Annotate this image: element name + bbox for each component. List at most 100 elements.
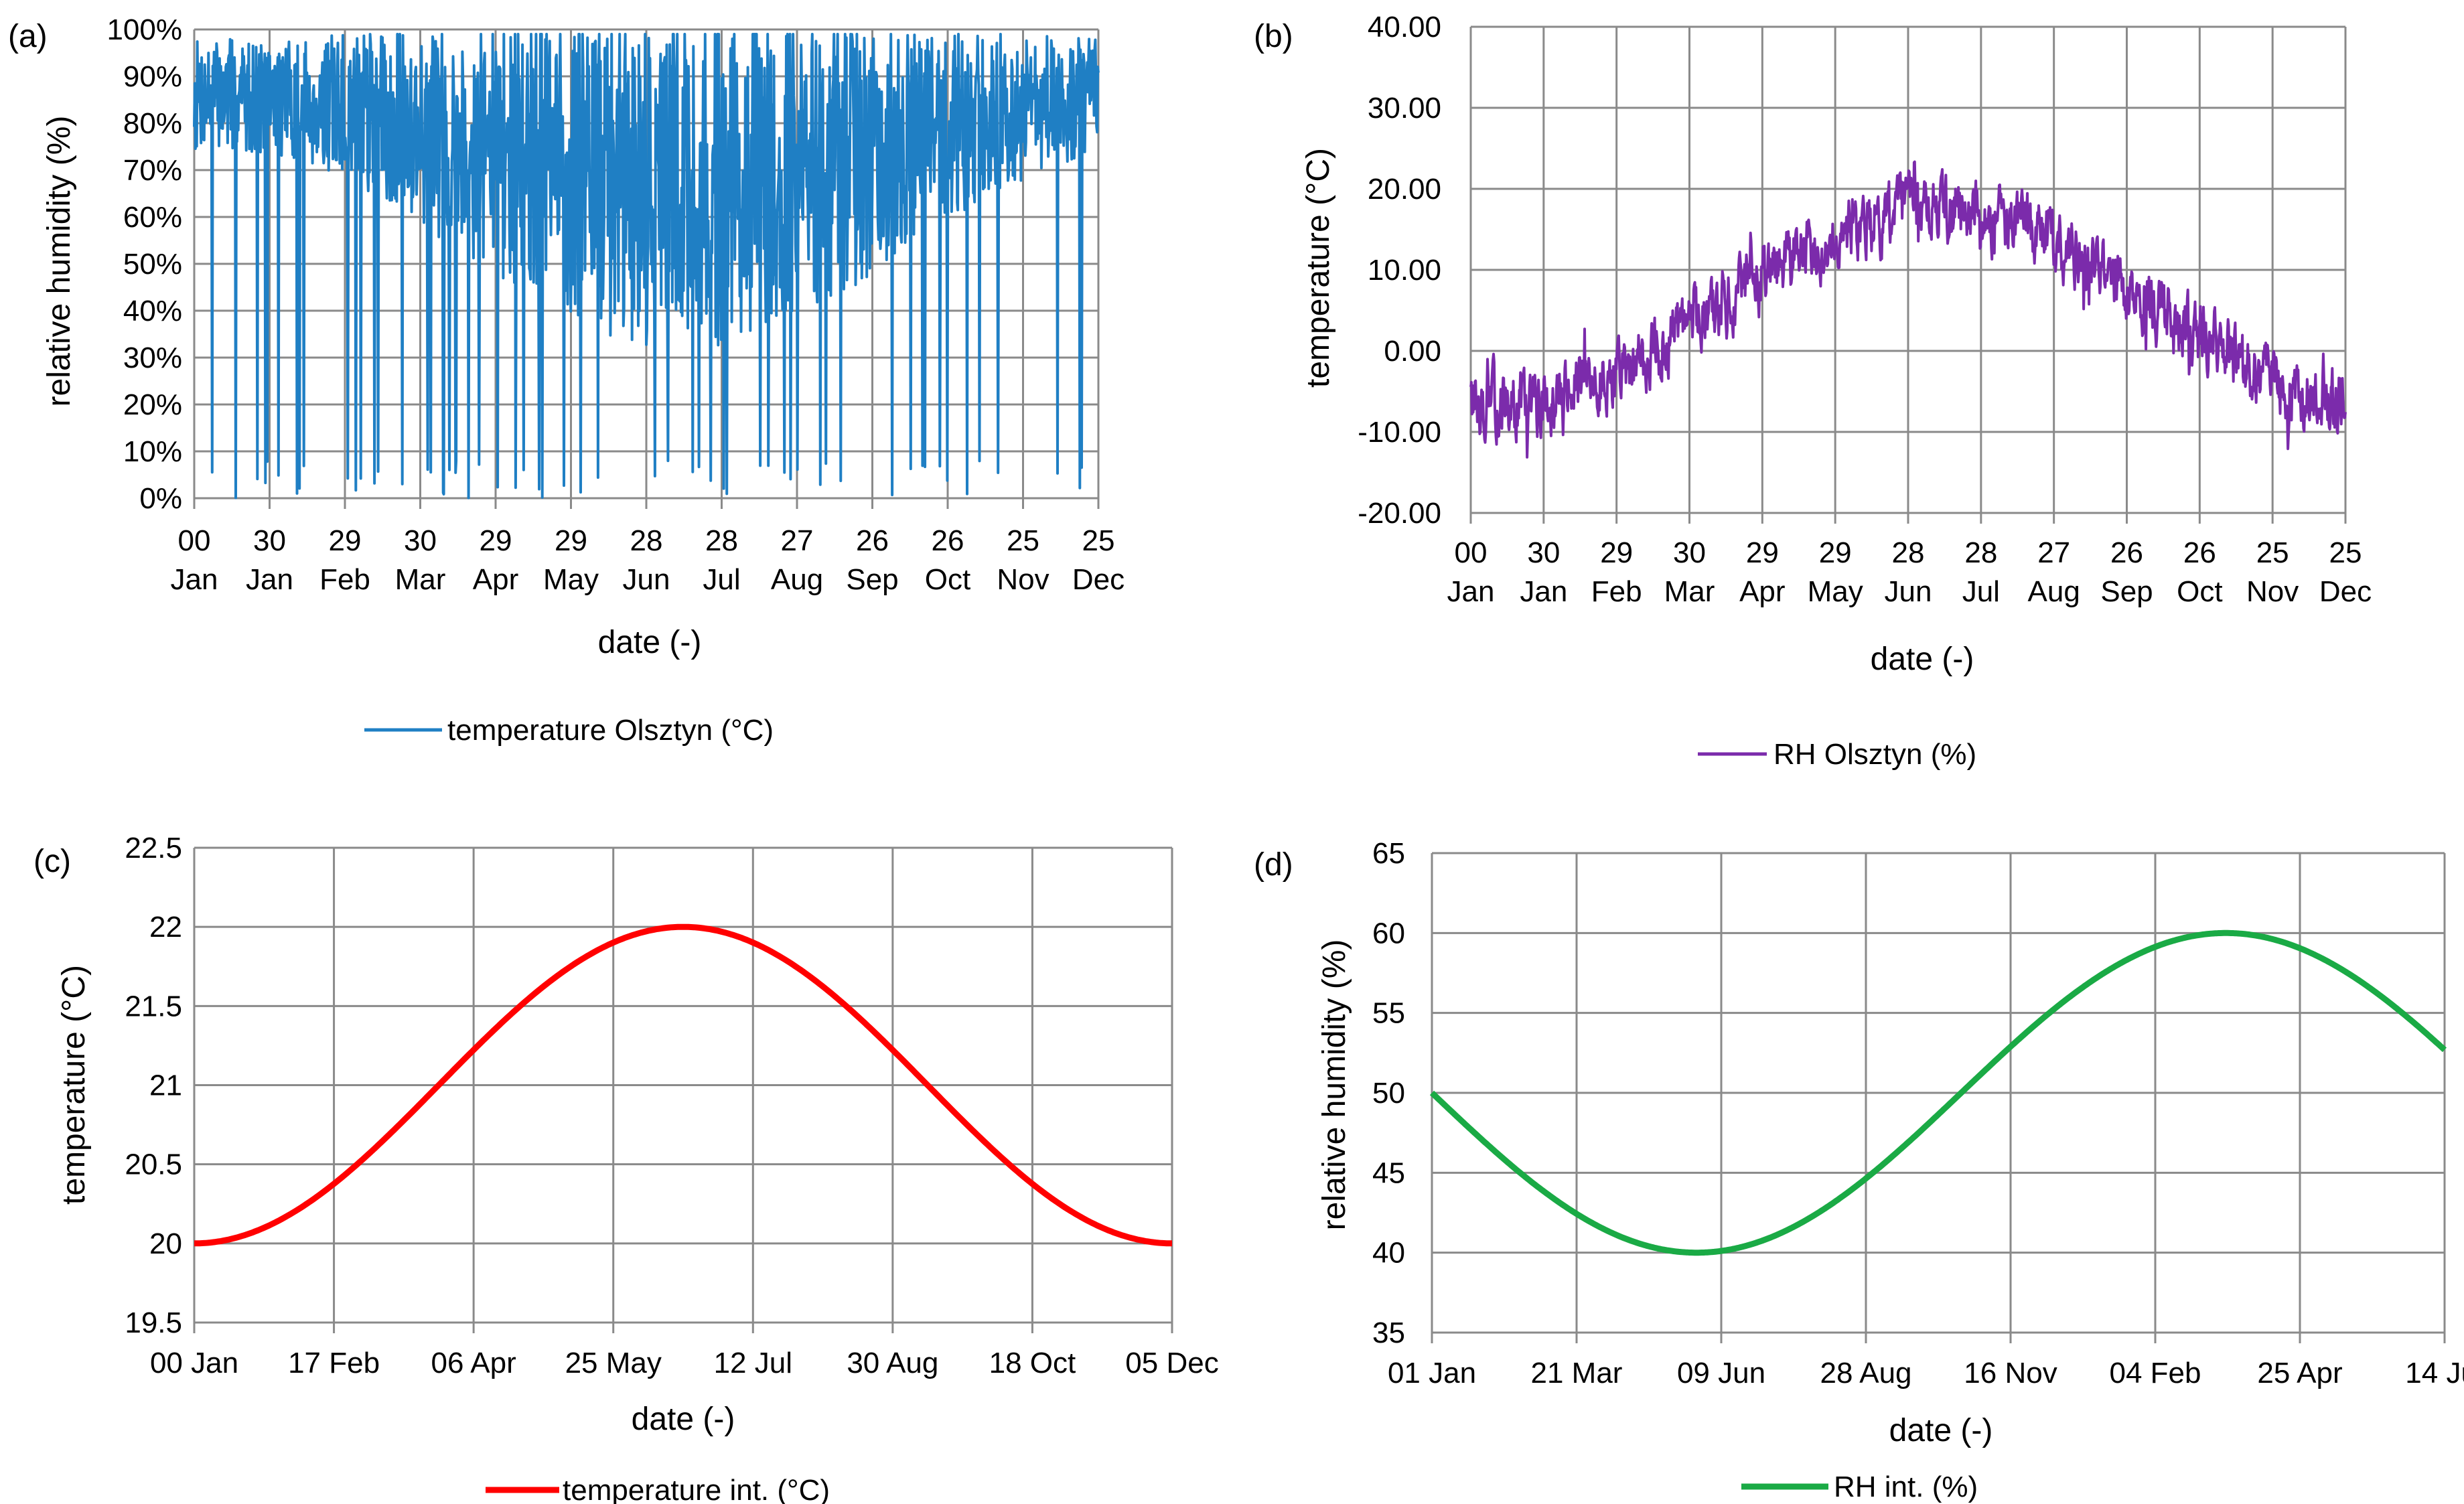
- panel-b-x-tick-label: 28: [1892, 536, 1925, 569]
- panel-a-x-axis-label: date (-): [598, 625, 702, 660]
- panel-b-x-tick-month: Apr: [1739, 575, 1785, 608]
- panel-b-y-tick-label: 30.00: [1368, 92, 1441, 125]
- panel-a-y-tick-label: 20%: [123, 388, 182, 421]
- panel-a-x-tick-label: 26: [856, 524, 889, 557]
- panel-a-y-tick-label: 50%: [123, 248, 182, 281]
- panel-a-x-tick-label: 29: [480, 524, 512, 557]
- panel-a-y-ticks: 0% 10% 20% 30% 40% 50% 60% 70% 80% 90% 100%: [106, 13, 182, 515]
- panel-b-temperature-olsztyn: (b) -20.00 -10.00 0.00 10.00 20.00 30.00 40.00…: [1254, 11, 2372, 771]
- panel-c-y-tick-label: 22: [149, 911, 182, 944]
- panel-c-y-axis-label: temperature (°C): [56, 965, 92, 1205]
- panel-a-x-tick-month: Mar: [395, 563, 446, 596]
- panel-b-legend-label: RH Olsztyn (%): [1773, 738, 1976, 771]
- panel-b-x-tick-month: May: [1808, 575, 1863, 608]
- panel-c-series: [194, 923, 1173, 1247]
- panel-b-x-tick-label: 26: [2183, 536, 2216, 569]
- panel-c-x-ticks: 00 Jan 17 Feb 06 Apr 25 May 12 Jul 30 Aug 18 O…: [150, 1347, 1219, 1379]
- panel-b-y-ticks: -20.00 -10.00 0.00 10.00 20.00 30.00 40.00: [1358, 11, 1441, 530]
- panel-b-y-tick-label: -20.00: [1358, 497, 1441, 530]
- panel-b-x-tick-label: 00: [1455, 536, 1488, 569]
- panel-a-x-ticks: 00 Jan 30 Jan 29 Feb 30 Mar 29 Apr 29 May 28 Jun 28 Jul…: [171, 524, 1125, 596]
- panel-a-x-tick-month: Feb: [319, 563, 370, 596]
- panel-a-x-tick-label: 25: [1082, 524, 1115, 557]
- panel-c-x-tick-label: 05 Dec: [1125, 1347, 1218, 1379]
- panel-a-x-tick-label: 00: [178, 524, 211, 557]
- panel-d-y-ticks: 35 40 45 50 55 60 65: [1372, 837, 1405, 1349]
- panel-b-x-tick-label: 25: [2256, 536, 2289, 569]
- panel-c-y-ticks: 19.5 20 20.5 21 21.5 22 22.5: [125, 832, 182, 1339]
- panel-c-y-tick-label: 21: [149, 1069, 182, 1102]
- panel-a-y-tick-label: 30%: [123, 342, 182, 374]
- panel-a-y-tick-label: 10%: [123, 435, 182, 468]
- panel-a-x-tick-label: 26: [932, 524, 964, 557]
- panel-b-x-tick-month: Oct: [2177, 575, 2222, 608]
- panel-c-x-tick-label: 30 Aug: [847, 1347, 938, 1379]
- panel-b-x-tick-month: Jun: [1885, 575, 1932, 608]
- panel-a-label: (a): [8, 19, 48, 54]
- panel-b-x-tick-label: 30: [1527, 536, 1560, 569]
- panel-b-label: (b): [1254, 19, 1293, 54]
- panel-a-y-axis-label: relative humidity (%): [42, 116, 77, 407]
- panel-d-x-axis-label: date (-): [1889, 1413, 1993, 1448]
- panel-c-y-tick-label: 21.5: [125, 990, 182, 1023]
- panel-a-x-tick-month: Jun: [623, 563, 670, 596]
- panel-d-x-tick-label: 28 Aug: [1820, 1357, 1911, 1389]
- panel-c-x-tick-label: 12 Jul: [714, 1347, 792, 1379]
- panel-c-x-tick-label: 25 May: [565, 1347, 662, 1379]
- panel-b-x-tick-month: Aug: [2028, 575, 2080, 608]
- panel-b-x-tick-month: Sep: [2100, 575, 2153, 608]
- panel-c-legend-label: temperature int. (°C): [563, 1474, 830, 1504]
- panel-b-x-tick-month: Dec: [2319, 575, 2372, 608]
- panel-d-y-tick-label: 65: [1372, 837, 1405, 870]
- panel-b-series-line: [1469, 160, 2347, 459]
- panel-c-x-tick-label: 18 Oct: [989, 1347, 1076, 1379]
- panel-a-x-tick-label: 30: [404, 524, 437, 557]
- panel-d-x-tick-label: 25 Apr: [2257, 1357, 2342, 1389]
- panel-d-grid: [1431, 852, 2446, 1343]
- panel-b-x-tick-month: Mar: [1664, 575, 1715, 608]
- panel-a-x-tick-month: Jul: [703, 563, 740, 596]
- panel-a-y-tick-label: 40%: [123, 295, 182, 327]
- panel-a-series: [193, 33, 1100, 500]
- panel-b-x-tick-month: Feb: [1591, 575, 1642, 608]
- panel-b-y-axis-label: temperature (°C): [1301, 148, 1336, 388]
- panel-b-y-tick-label: 10.00: [1368, 254, 1441, 287]
- panel-b-x-tick-label: 30: [1673, 536, 1706, 569]
- panel-b-x-tick-label: 29: [1819, 536, 1852, 569]
- panel-b-y-tick-label: 0.00: [1384, 335, 1441, 368]
- panel-a-y-tick-label: 80%: [123, 107, 182, 140]
- panel-d-legend-label: RH int. (%): [1834, 1471, 1978, 1503]
- panel-c-grid: [193, 846, 1173, 1333]
- panel-d-y-tick-label: 45: [1372, 1156, 1405, 1189]
- panel-a-x-tick-label: 25: [1007, 524, 1039, 557]
- panel-d-rh-int: (d) 35 40 45 50 55 60 65 01 Jan 21 Mar 09 Jun 28 …: [1254, 837, 2464, 1503]
- panel-b-grid: [1469, 25, 2347, 524]
- panel-c-x-tick-label: 17 Feb: [288, 1347, 380, 1379]
- panel-d-label: (d): [1254, 847, 1293, 883]
- panel-a-x-tick-month: Apr: [473, 563, 518, 596]
- panel-c-y-tick-label: 20.5: [125, 1148, 182, 1181]
- panel-a-y-tick-label: 90%: [123, 60, 182, 93]
- panel-a-x-tick-month: Jan: [171, 563, 218, 596]
- panel-c-x-tick-label: 06 Apr: [431, 1347, 516, 1379]
- panel-a-x-tick-label: 30: [253, 524, 286, 557]
- panel-b-x-tick-label: 29: [1600, 536, 1633, 569]
- panel-c-series-line: [194, 923, 1173, 1247]
- panel-b-x-tick-month: Jan: [1520, 575, 1567, 608]
- panel-a-x-tick-month: May: [543, 563, 599, 596]
- panel-a-x-tick-month: Oct: [925, 563, 970, 596]
- panel-a-x-tick-month: Nov: [997, 563, 1049, 596]
- panel-a-rh-olsztyn: (a) 0% 10% 20% 30% 40% 50% 60% 70% 80% 90% 100% 00…: [8, 13, 1125, 747]
- panel-c-label: (c): [33, 844, 71, 879]
- panel-b-series: [1469, 160, 2347, 459]
- panel-b-y-tick-label: -10.00: [1358, 416, 1441, 449]
- panel-d-series-line: [1429, 929, 2447, 1256]
- panel-b-x-axis-label: date (-): [1871, 642, 1974, 677]
- panel-b-x-tick-label: 27: [2037, 536, 2070, 569]
- panel-a-x-tick-label: 28: [705, 524, 738, 557]
- panel-b-x-ticks: 00 Jan 30 Jan 29 Feb 30 Mar 29 Apr 29 May 28 Jun 28 Jul…: [1447, 536, 2372, 608]
- panel-a-x-tick-label: 27: [781, 524, 814, 557]
- panel-d-x-tick-label: 21 Mar: [1531, 1357, 1623, 1389]
- panel-c-x-axis-label: date (-): [632, 1402, 735, 1437]
